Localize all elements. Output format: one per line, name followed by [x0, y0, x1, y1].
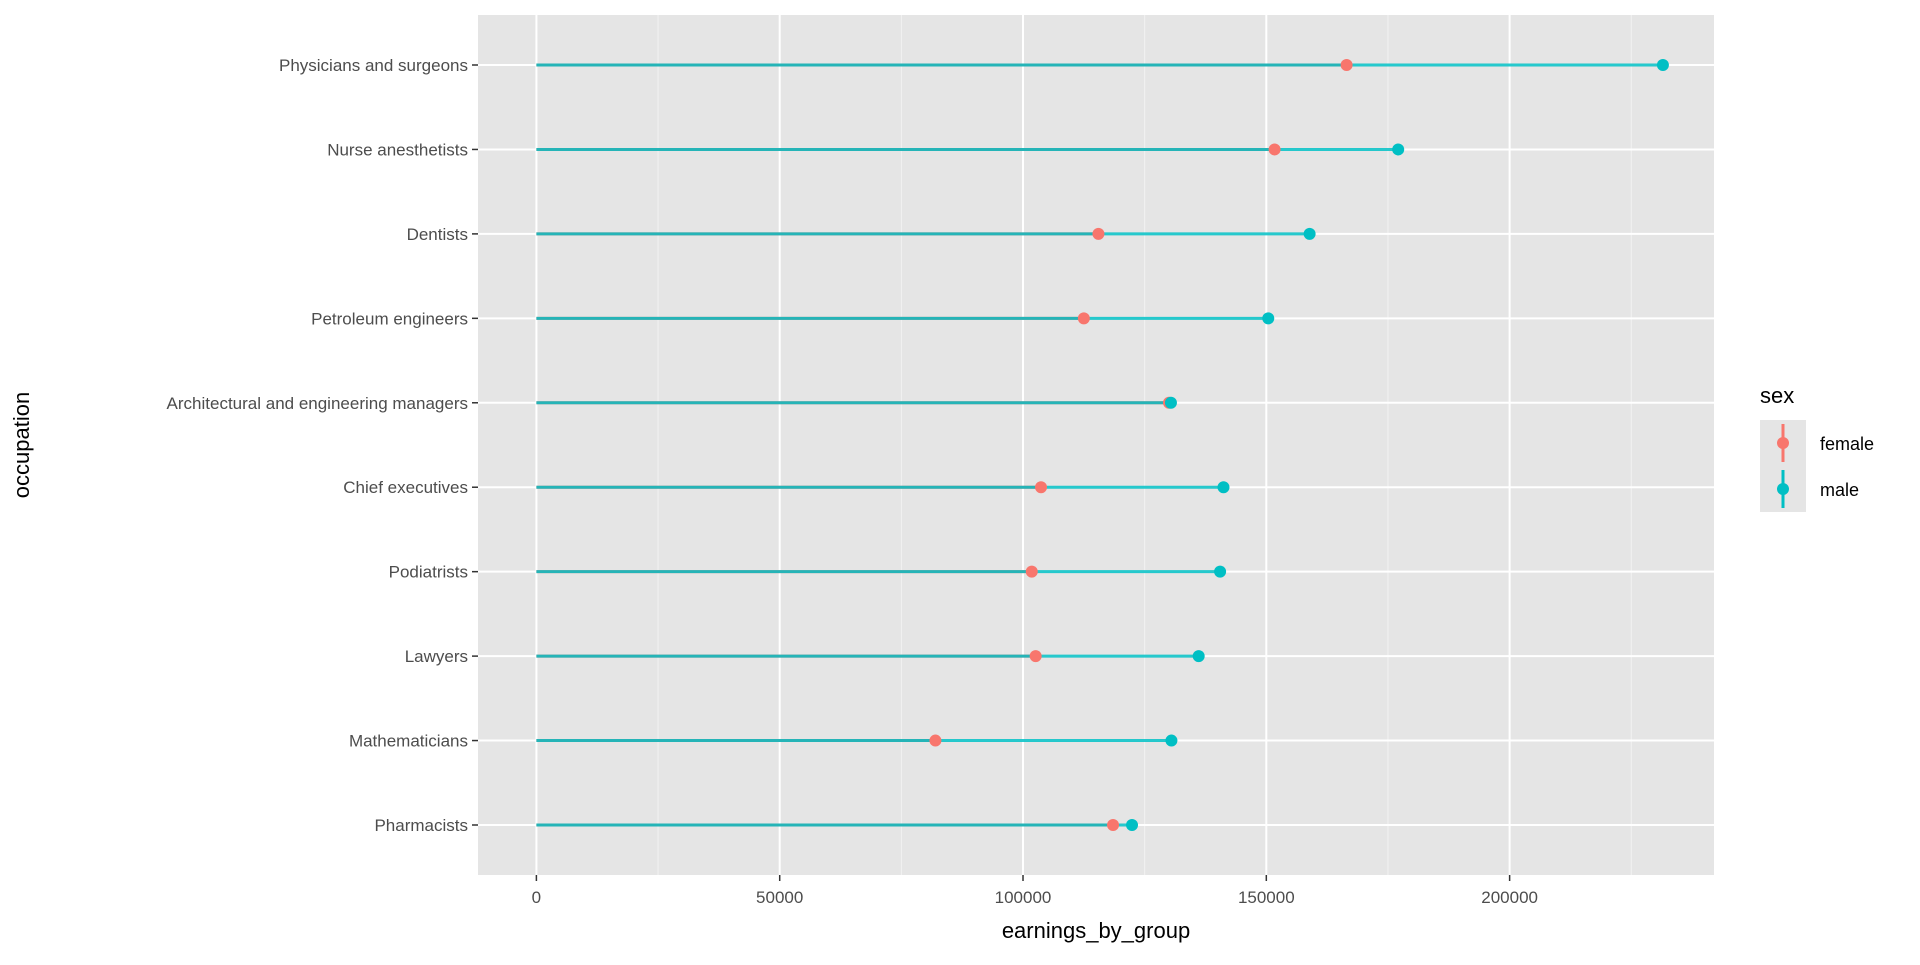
female-point [1025, 565, 1038, 578]
male-point [1192, 650, 1205, 663]
x-tick-label: 50000 [756, 888, 803, 907]
y-tick-label: Architectural and engineering managers [167, 394, 468, 413]
x-tick-label: 0 [532, 888, 541, 907]
female-point [1092, 227, 1105, 240]
y-tick-label: Dentists [407, 225, 468, 244]
female-point [1029, 650, 1042, 663]
y-axis: Physicians and surgeons Nurse anesthetist… [167, 56, 478, 835]
female-point [1340, 59, 1353, 71]
legend-label-male: male [1820, 480, 1859, 500]
grid-minor [657, 15, 1632, 875]
male-point [1165, 734, 1178, 747]
female-point [1107, 819, 1120, 831]
male-point [1392, 143, 1405, 156]
legend-point-male [1777, 483, 1789, 495]
y-tick-label: Chief executives [343, 478, 468, 497]
y-tick-label: Pharmacists [374, 816, 468, 835]
y-tick-label: Mathematicians [349, 732, 468, 751]
male-point [1262, 312, 1275, 325]
x-tick-label: 200000 [1481, 888, 1538, 907]
male-point [1214, 565, 1227, 578]
legend-label-female: female [1820, 434, 1874, 454]
plot-panel [478, 15, 1714, 875]
y-tick-label: Lawyers [405, 647, 468, 666]
marks [536, 59, 1669, 831]
y-axis-title: occupation [9, 392, 34, 498]
male-point [1126, 819, 1139, 831]
male-point [1217, 481, 1230, 494]
male-point [1656, 59, 1669, 71]
legend-title: sex [1760, 383, 1794, 408]
y-tick-label: Nurse anesthetists [327, 140, 468, 159]
y-tick-label: Physicians and surgeons [279, 56, 468, 75]
female-point [1268, 143, 1281, 156]
x-tick-label: 100000 [995, 888, 1052, 907]
x-axis: 0 50000 100000 150000 200000 [532, 875, 1538, 907]
female-point [1035, 481, 1048, 494]
legend-point-female [1777, 437, 1789, 449]
x-tick-label: 150000 [1238, 888, 1295, 907]
male-point [1164, 396, 1177, 409]
legend: sex female male [1760, 383, 1874, 512]
y-tick-label: Petroleum engineers [311, 309, 468, 328]
y-tick-label: Podiatrists [389, 563, 468, 582]
female-point [929, 734, 942, 747]
x-axis-title: earnings_by_group [1002, 918, 1190, 943]
female-point [1077, 312, 1090, 325]
male-point [1303, 227, 1316, 240]
